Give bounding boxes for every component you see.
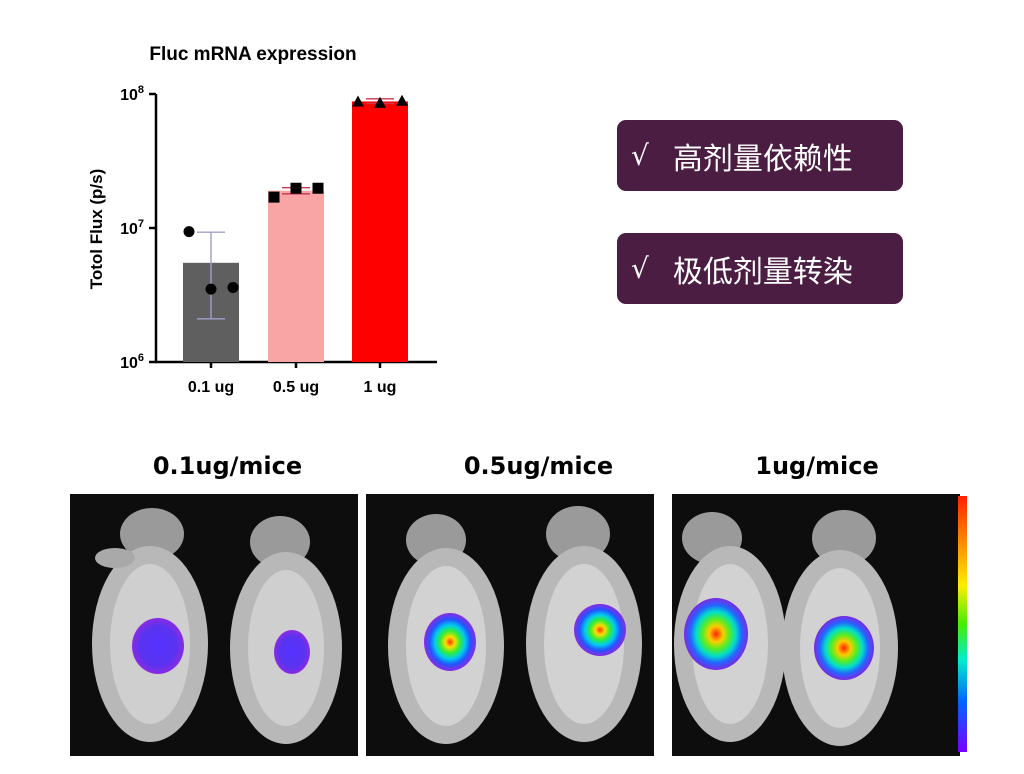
data-point (312, 182, 324, 194)
data-point (268, 191, 280, 203)
imaging-panel-0-1ug (70, 494, 358, 756)
mouse-right (230, 516, 342, 744)
imaging-panel-1ug (672, 494, 960, 756)
bar-series (183, 101, 408, 362)
panel-label-0-1ug: 0.1ug/mice (152, 452, 303, 480)
x-tick-label: 0.5 ug (273, 379, 319, 396)
data-point (374, 96, 386, 108)
luminescence-signal-right (274, 630, 310, 674)
data-point (205, 283, 217, 295)
data-point (183, 226, 195, 238)
badge-text: 极低剂量转染 (672, 254, 853, 290)
chart-title: Fluc mRNA expression (149, 44, 356, 65)
imaging-panel-0-5ug (366, 494, 654, 756)
x-tick-label: 0.1 ug (188, 379, 234, 396)
luminescence-signal-left (684, 598, 748, 670)
y-tick-label: 108 (120, 84, 144, 104)
check-icon: √ (631, 139, 649, 172)
y-tick-label: 106 (120, 352, 144, 372)
luminescence-signal-left (132, 618, 184, 674)
badge-text: 高剂量依赖性 (672, 141, 853, 177)
flux-bar-chart: Fluc mRNA expression Totol Flux (p/s) 10… (87, 44, 437, 396)
data-point (290, 182, 302, 194)
feature-badge-low-dose: √ 极低剂量转染 (617, 233, 903, 304)
data-point (352, 95, 364, 107)
x-axis-ticks: 0.1 ug 0.5 ug 1 ug (188, 362, 397, 396)
bar (268, 190, 324, 362)
panel-label-1ug: 1ug/mice (755, 452, 879, 480)
data-point (396, 94, 408, 106)
feature-badge-dose-dependent: √ 高剂量依赖性 (617, 120, 903, 191)
data-points (183, 94, 408, 295)
luminescence-colorbar (958, 496, 967, 752)
y-tick-label: 107 (120, 218, 144, 238)
bar (352, 101, 408, 362)
x-tick-label: 1 ug (364, 379, 397, 396)
data-point (227, 281, 239, 293)
check-icon: √ (631, 252, 649, 285)
y-axis-ticks: 106 107 108 (120, 84, 156, 372)
luminescence-signal-left (424, 613, 476, 671)
luminescence-signal-right (574, 604, 626, 656)
luminescence-signal-right (814, 616, 874, 680)
y-axis-label: Totol Flux (p/s) (87, 169, 106, 290)
panel-label-0-5ug: 0.5ug/mice (463, 452, 614, 480)
